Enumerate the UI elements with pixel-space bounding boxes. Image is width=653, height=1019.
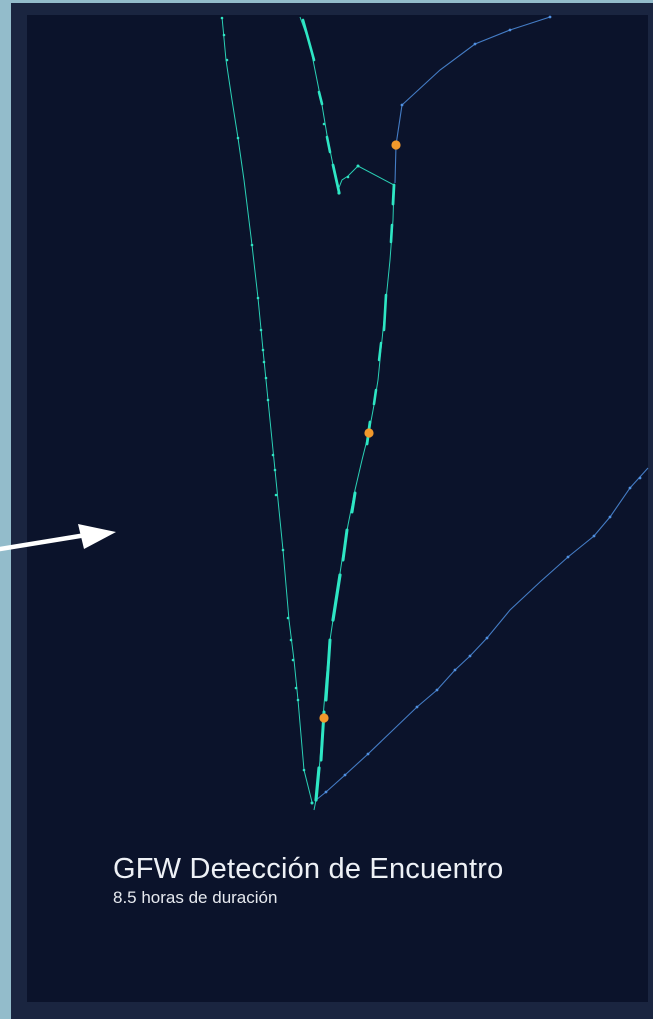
caption-subtitle: 8.5 horas de duración [113, 888, 278, 907]
vessel-track-teal-west [221, 16, 313, 803]
encounter-marker-icon[interactable] [391, 140, 401, 150]
arrow-icon [0, 524, 116, 552]
teal-dense-segments [301, 18, 396, 802]
map-caption: GFW Detección de Encuentro 8.5 horas de … [113, 852, 503, 909]
teal-track-points [220, 16, 360, 805]
encounter-marker-icon[interactable] [364, 428, 374, 438]
vessel-track-teal-east [299, 16, 395, 811]
encounter-marker-icon[interactable] [319, 713, 329, 723]
blue-track-points [324, 15, 642, 794]
vessel-track-blue-north [394, 16, 551, 184]
caption-title: GFW Detección de Encuentro [113, 853, 504, 885]
vessel-track-blue-south [315, 467, 649, 801]
